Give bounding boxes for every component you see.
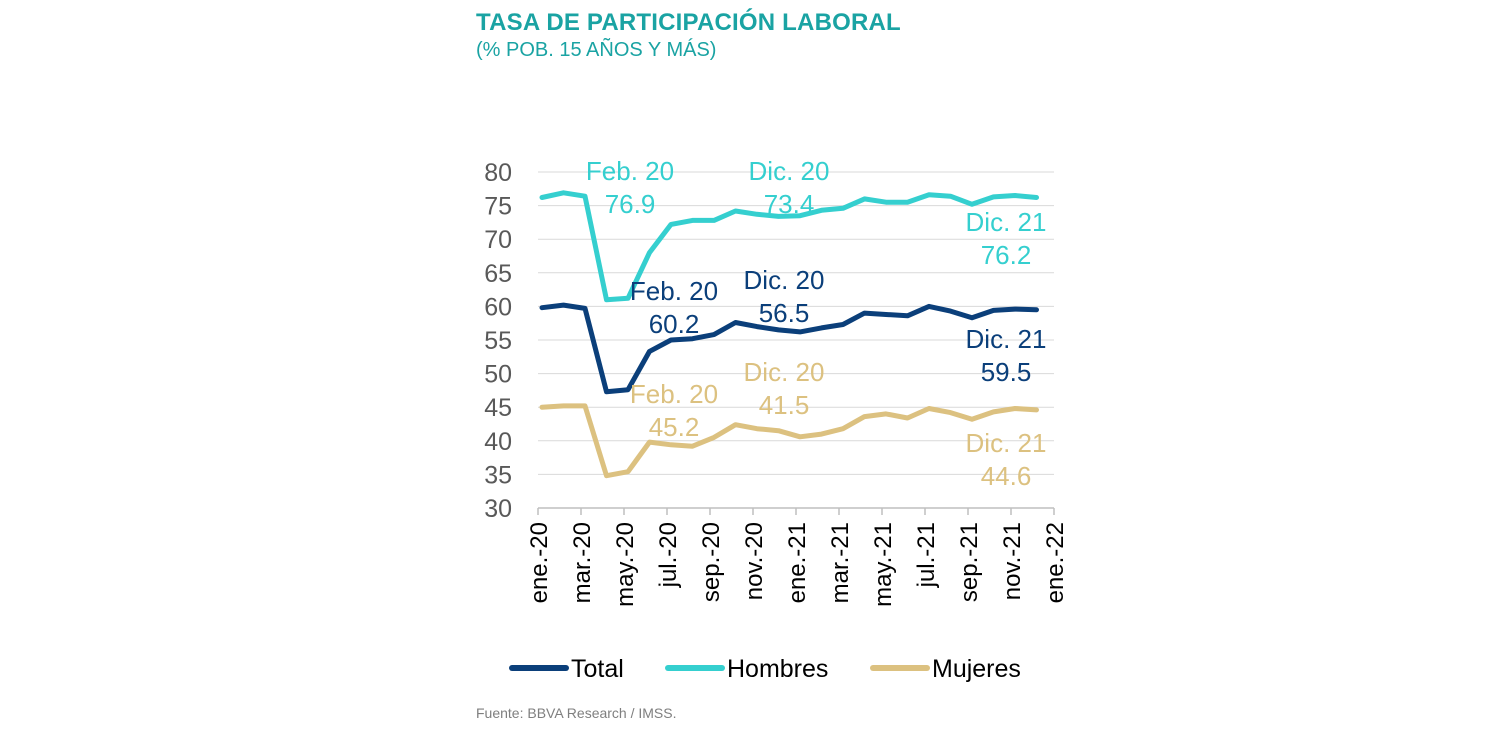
y-tick-label: 65	[484, 260, 512, 288]
annotation-label: Feb. 20	[586, 156, 674, 186]
annotation-label: Dic. 21	[966, 207, 1047, 237]
x-tick-label: ene.-20	[526, 522, 553, 603]
y-tick-label: 80	[484, 159, 512, 187]
annotation-value: 56.5	[759, 298, 810, 328]
annotation-label: Dic. 21	[966, 324, 1047, 354]
annotation-value: 73.4	[764, 189, 815, 219]
x-tick-label: may.-21	[870, 522, 897, 607]
annotation-label: Feb. 20	[630, 379, 718, 409]
annotation-label: Dic. 21	[966, 428, 1047, 458]
legend-label-total: Total	[571, 655, 624, 683]
x-tick-label: may.-20	[612, 522, 639, 607]
x-tick-label: jul.-21	[913, 522, 940, 588]
x-tick-label: ene.-22	[1042, 522, 1069, 603]
annotation-value: 45.2	[649, 412, 700, 442]
annotation-value: 76.2	[981, 240, 1032, 270]
y-tick-label: 75	[484, 193, 512, 221]
legend: Total Hombres Mujeres	[509, 655, 1021, 683]
annotation-value: 76.9	[605, 189, 656, 219]
x-tick-label: jul.-20	[655, 522, 682, 588]
annotation-value: 60.2	[649, 309, 700, 339]
y-tick-label: 40	[484, 428, 512, 456]
legend-label-hombres: Hombres	[727, 655, 828, 683]
annotation-value: 41.5	[759, 390, 810, 420]
axes: 30 35 40 45 50 55 60 65 70 75 80 ene.-20 mar.-20 may.…	[484, 159, 1069, 607]
chart-subtitle: (% POB. 15 AÑOS Y MÁS)	[476, 39, 717, 61]
y-tick-label: 30	[484, 495, 512, 523]
legend-label-mujeres: Mujeres	[932, 655, 1021, 683]
y-tick-label: 50	[484, 361, 512, 389]
x-tick-label: sep.-20	[698, 522, 725, 602]
annotation-label: Dic. 20	[744, 265, 825, 295]
annotation-label: Dic. 20	[749, 156, 830, 186]
x-tick-label: sep.-21	[956, 522, 983, 602]
annotation-label: Dic. 20	[744, 357, 825, 387]
series-line-mujeres	[539, 403, 1039, 479]
x-tick-label: nov.-20	[741, 522, 768, 600]
x-tick-label: mar.-20	[569, 522, 596, 603]
series-lines	[539, 190, 1039, 479]
x-tick-label: ene.-21	[784, 522, 811, 603]
source-note: Fuente: BBVA Research / IMSS.	[476, 705, 677, 721]
y-tick-label: 60	[484, 293, 512, 321]
series-line-total	[539, 302, 1039, 395]
grid-lines	[538, 171, 1054, 475]
y-tick-label: 45	[484, 394, 512, 422]
chart-title: TASA DE PARTICIPACIÓN LABORAL	[476, 9, 901, 36]
x-tick-label: mar.-21	[827, 522, 854, 603]
y-tick-label: 35	[484, 461, 512, 489]
annotation-value: 44.6	[981, 461, 1032, 491]
annotation-label: Feb. 20	[630, 276, 718, 306]
y-tick-label: 70	[484, 226, 512, 254]
y-tick-label: 55	[484, 327, 512, 355]
x-tick-label: nov.-21	[999, 522, 1026, 600]
annotation-value: 59.5	[981, 357, 1032, 387]
series-line-hombres	[539, 190, 1039, 303]
